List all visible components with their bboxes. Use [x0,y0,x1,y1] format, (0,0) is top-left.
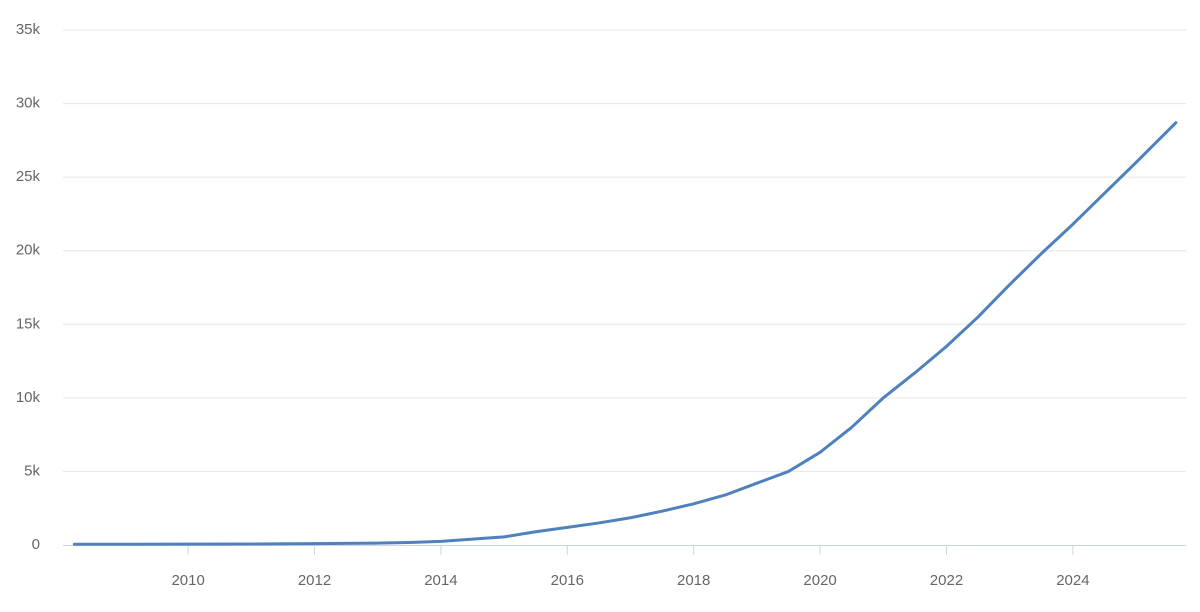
x-tick-label: 2018 [677,572,710,589]
x-tick-label: 2012 [298,572,331,589]
y-tick-label: 0 [32,536,40,553]
y-tick-label: 35k [16,21,41,38]
y-tick-label: 15k [16,315,41,332]
x-tick-label: 2022 [930,572,963,589]
y-tick-label: 10k [16,389,41,406]
x-tick-label: 2014 [424,572,457,589]
x-tick-label: 2024 [1056,572,1089,589]
x-tick-label: 2010 [171,572,204,589]
x-tick-label: 2020 [803,572,836,589]
y-tick-label: 20k [16,242,41,259]
y-tick-label: 30k [16,95,41,112]
x-tick-label: 2016 [551,572,584,589]
y-tick-label: 5k [24,462,40,479]
data-line [72,121,1178,546]
y-tick-label: 25k [16,168,41,185]
